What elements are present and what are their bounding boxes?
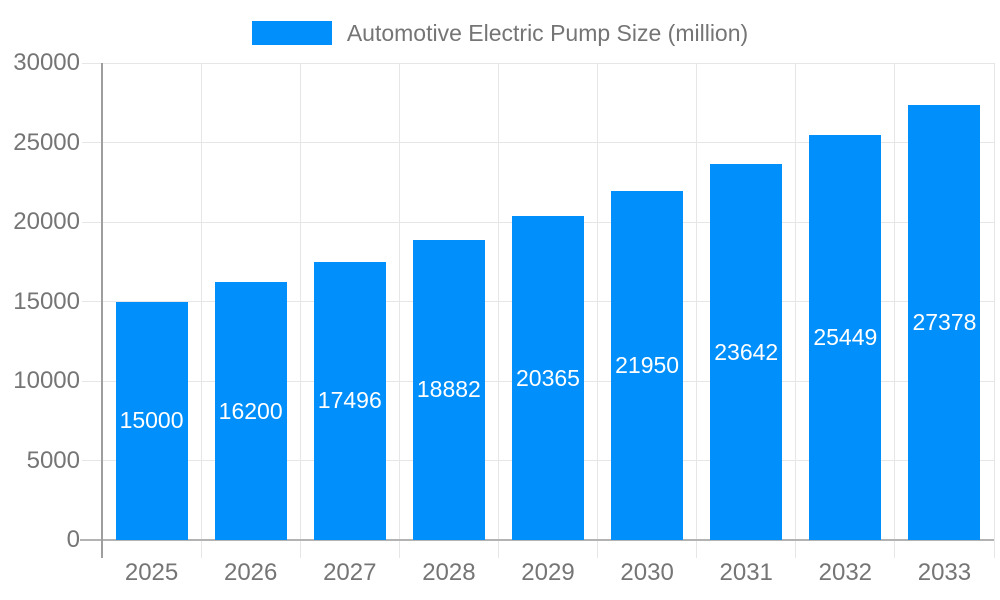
x-axis-label: 2029 — [521, 559, 575, 586]
bar-2033[interactable]: 27378 — [908, 104, 981, 540]
gridline — [597, 63, 599, 558]
bar-value-label: 25449 — [813, 324, 878, 351]
bar-2025[interactable]: 15000 — [115, 301, 188, 540]
x-axis-line — [80, 539, 994, 541]
bar-2030[interactable]: 21950 — [611, 190, 684, 540]
gridline — [82, 142, 994, 143]
bar-2029[interactable]: 20365 — [512, 216, 584, 540]
x-axis-label: 2032 — [818, 559, 873, 586]
y-axis-label: 30000 — [13, 49, 80, 76]
bar-value-label: 17496 — [317, 387, 382, 414]
bar-value-label: 16200 — [218, 397, 283, 424]
x-axis-label: 2031 — [719, 559, 773, 586]
y-axis-label: 25000 — [13, 128, 80, 156]
gridline — [82, 62, 994, 64]
gridline — [398, 63, 400, 558]
bar-value-label: 23642 — [714, 338, 779, 365]
legend-label: Automotive Electric Pump Size (million) — [346, 19, 749, 46]
x-axis-label: 2028 — [422, 559, 476, 586]
gridline — [795, 63, 797, 558]
bar-value-label: 27378 — [912, 308, 977, 335]
x-axis-label: 2027 — [323, 559, 377, 586]
bar-value-label: 18882 — [416, 376, 481, 403]
bar-value-label: 15000 — [119, 407, 184, 434]
legend-swatch — [251, 21, 332, 45]
bar-2027[interactable]: 17496 — [313, 261, 386, 540]
y-axis-label: 15000 — [13, 287, 80, 315]
legend-item[interactable]: Automotive Electric Pump Size (million) — [0, 18, 1000, 48]
bar-2028[interactable]: 18882 — [412, 239, 485, 540]
x-axis-label: 2026 — [223, 559, 278, 586]
gridline — [299, 63, 301, 558]
gridline — [497, 63, 499, 558]
bar-2031[interactable]: 23642 — [710, 164, 783, 540]
x-axis-label: 2030 — [620, 559, 674, 586]
bar-2026[interactable]: 16200 — [214, 282, 287, 540]
bar-2032[interactable]: 25449 — [809, 135, 882, 540]
y-axis-label: 5000 — [26, 446, 80, 474]
x-axis-label: 2025 — [124, 559, 179, 586]
y-axis-line — [101, 63, 103, 558]
y-axis-label: 10000 — [13, 367, 80, 394]
gridline — [200, 63, 202, 558]
bar-value-label: 21950 — [615, 351, 680, 378]
gridline — [993, 63, 995, 558]
bar-value-label: 20365 — [516, 364, 580, 391]
gridline — [894, 63, 896, 558]
y-axis-label: 20000 — [13, 208, 80, 235]
gridline — [696, 63, 698, 558]
y-axis-label: 0 — [66, 526, 80, 553]
x-axis-label: 2033 — [917, 559, 972, 586]
